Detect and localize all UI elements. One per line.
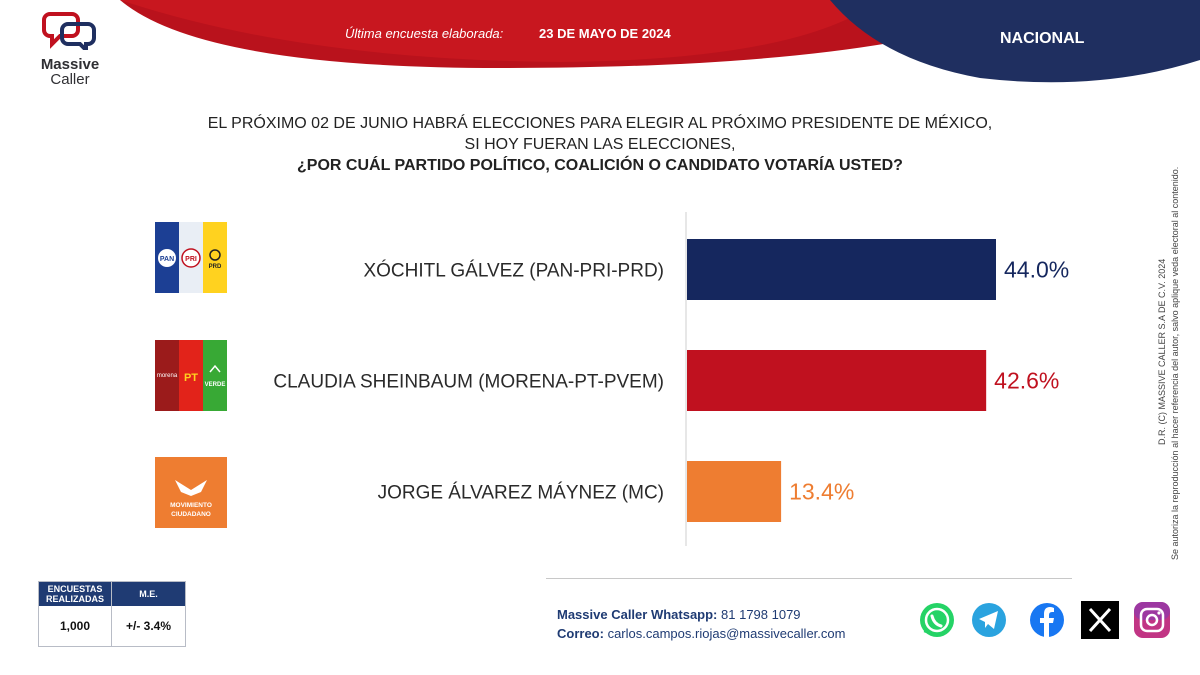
pri-circle xyxy=(181,248,201,268)
category-label-3: JORGE ÁLVAREZ MÁYNEZ (MC) xyxy=(378,483,664,504)
reproduction-notice: Se autoriza la reproducción al hacer ref… xyxy=(1170,166,1180,560)
pt-logo-text: PT xyxy=(184,372,198,384)
prd-logo-panel xyxy=(203,222,227,293)
prd-sun-icon xyxy=(209,249,221,261)
pt-logo-panel xyxy=(179,340,203,411)
instagram-icon[interactable] xyxy=(1133,601,1171,639)
survey-date: 23 DE MAYO DE 2024 xyxy=(539,26,671,41)
survey-stats-table: ENCUESTAS REALIZADAS M.E. 1,000 +/- 3.4% xyxy=(38,581,186,647)
bar-1 xyxy=(687,239,996,300)
chart-bars: 44.0% XÓCHITL GÁLVEZ (PAN-PRI-PRD) 42.6% CL… xyxy=(273,239,1069,522)
facebook-icon[interactable] xyxy=(1028,601,1066,639)
scope-label: NACIONAL xyxy=(1000,30,1085,47)
toucan-icon xyxy=(209,364,221,373)
bar-value-label-1: 44.0% xyxy=(1004,257,1069,283)
telegram-icon[interactable] xyxy=(970,601,1008,639)
question-line-1: EL PRÓXIMO 02 DE JUNIO HABRÁ ELECCIONES … xyxy=(207,115,993,132)
question-line-3: ¿POR CUÁL PARTIDO POLÍTICO, COALICIÓN O … xyxy=(297,157,903,174)
brand-name-line1: Massive xyxy=(40,56,100,73)
category-label-2: CLAUDIA SHEINBAUM (MORENA-PT-PVEM) xyxy=(273,372,664,393)
pan-circle xyxy=(158,249,176,267)
eagle-icon xyxy=(175,480,207,496)
footer-divider xyxy=(546,578,1072,579)
question-line-2: SI HOY FUERAN LAS ELECCIONES, xyxy=(464,136,736,153)
bar-value-label-3: 13.4% xyxy=(789,479,854,505)
mc-logo-text-2: CIUDADANO xyxy=(171,511,211,518)
chat-bubbles-icon xyxy=(42,12,96,55)
email-address[interactable]: carlos.campos.riojas@massivecaller.com xyxy=(607,626,846,641)
email-label: Correo: xyxy=(557,626,604,641)
pri-logo-text: PRI xyxy=(185,256,197,263)
brand-name-line2: Caller xyxy=(50,71,90,88)
verde-logo-text: VERDE xyxy=(205,382,226,388)
x-icon[interactable] xyxy=(1081,601,1119,639)
category-label-1: XÓCHITL GÁLVEZ (PAN-PRI-PRD) xyxy=(363,260,664,282)
bar-3 xyxy=(687,461,782,522)
surveys-count: 1,000 xyxy=(39,606,112,646)
margin-error-value: +/- 3.4% xyxy=(125,619,172,633)
pan-logo-text: PAN xyxy=(160,256,174,263)
movimiento-ciudadano-logo: MOVIMIENTO CIUDADANO xyxy=(155,457,227,528)
massive-caller-logo: Massive Caller xyxy=(30,10,110,87)
whatsapp-label: Massive Caller Whatsapp: xyxy=(557,607,718,622)
margin-error-header: M.E. xyxy=(139,589,158,599)
blue-header-band xyxy=(830,0,1200,83)
pvem-logo-panel xyxy=(203,340,227,411)
bar-2 xyxy=(687,350,987,411)
mc-logo-text-1: MOVIMIENTO xyxy=(170,502,212,509)
morena-pt-pvem-logo: morena PT VERDE xyxy=(155,340,227,411)
morena-logo-text: morena xyxy=(157,373,178,379)
pan-pri-prd-logo: PAN PRI PRD xyxy=(155,222,227,293)
surveys-header: ENCUESTAS REALIZADAS xyxy=(39,582,112,606)
whatsapp-number[interactable]: 81 1798 1079 xyxy=(721,607,801,622)
whatsapp-icon[interactable] xyxy=(918,601,956,639)
whatsapp-contact: Massive Caller Whatsapp: 81 1798 1079 xyxy=(557,607,801,622)
prd-logo-text: PRD xyxy=(209,264,222,270)
email-contact: Correo: carlos.campos.riojas@massivecall… xyxy=(557,626,845,641)
bar-value-label-2: 42.6% xyxy=(994,368,1059,394)
survey-date-label: Última encuesta elaborada: xyxy=(345,26,504,41)
morena-logo-panel xyxy=(155,340,179,411)
red-header-highlight xyxy=(120,0,880,62)
copyright-line: D.R. (C) MASSIVE CALLER S.A DE C.V. 2024 xyxy=(1157,258,1167,445)
